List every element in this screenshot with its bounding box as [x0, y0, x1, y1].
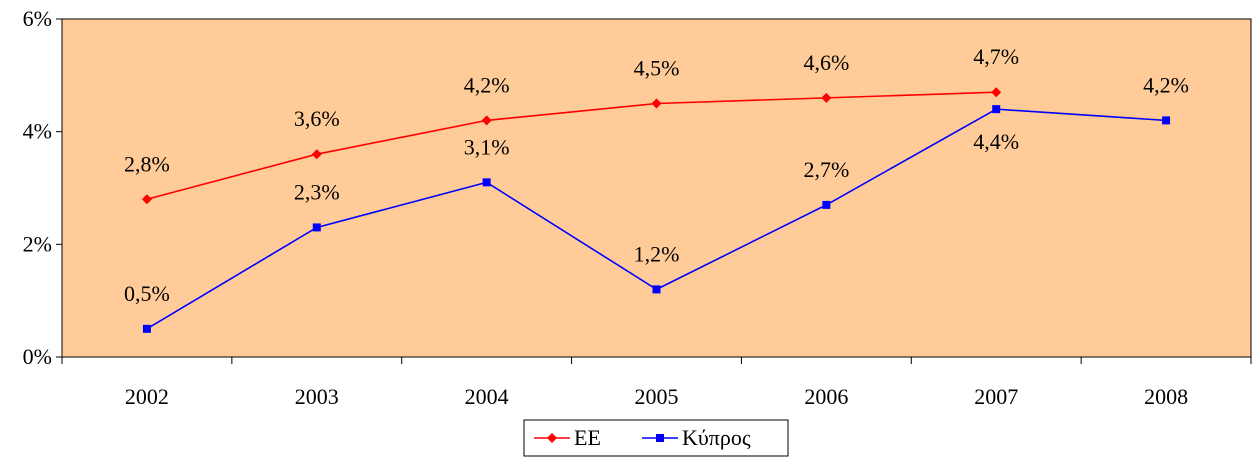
y-tick-label: 0% — [23, 344, 52, 369]
x-tick-label: 2007 — [974, 384, 1018, 409]
data-label: 4,4% — [973, 129, 1019, 154]
y-tick-label: 2% — [23, 231, 52, 256]
data-point — [482, 178, 491, 187]
data-point — [141, 194, 152, 205]
y-tick-label: 4% — [23, 119, 52, 144]
data-label: 3,1% — [464, 134, 510, 159]
data-label: 4,2% — [1143, 72, 1189, 97]
data-point — [312, 223, 321, 232]
legend-marker — [656, 434, 664, 442]
data-point — [821, 92, 832, 103]
data-point — [1162, 116, 1171, 125]
x-tick-label: 2002 — [125, 384, 169, 409]
x-tick-label: 2005 — [635, 384, 679, 409]
x-tick-label: 2004 — [465, 384, 509, 409]
y-tick-label: 6% — [23, 6, 52, 31]
data-label: 2,3% — [294, 179, 340, 204]
data-point — [651, 98, 662, 109]
data-label: 3,6% — [294, 106, 340, 131]
x-tick-label: 2003 — [295, 384, 339, 409]
data-point — [481, 115, 492, 126]
data-label: 4,6% — [803, 50, 849, 75]
data-label: 4,5% — [634, 56, 680, 81]
data-point — [142, 324, 151, 333]
data-label: 2,8% — [124, 151, 170, 176]
x-tick-label: 2006 — [804, 384, 848, 409]
data-label: 1,2% — [634, 241, 680, 266]
data-label: 4,7% — [973, 44, 1019, 69]
plot-area — [61, 18, 1252, 358]
data-label: 2,7% — [803, 157, 849, 182]
series-line-0 — [146, 91, 997, 201]
x-tick-label: 2008 — [1144, 384, 1188, 409]
data-label: 4,2% — [464, 72, 510, 97]
data-label: 0,5% — [124, 281, 170, 306]
data-point — [652, 285, 661, 294]
data-point — [822, 200, 831, 209]
legend-label: Κύπρος — [682, 425, 751, 450]
data-point — [992, 105, 1001, 114]
legend-marker — [547, 433, 557, 443]
data-point — [311, 149, 322, 160]
legend-label: ΕΕ — [574, 425, 601, 450]
data-point — [991, 87, 1002, 98]
